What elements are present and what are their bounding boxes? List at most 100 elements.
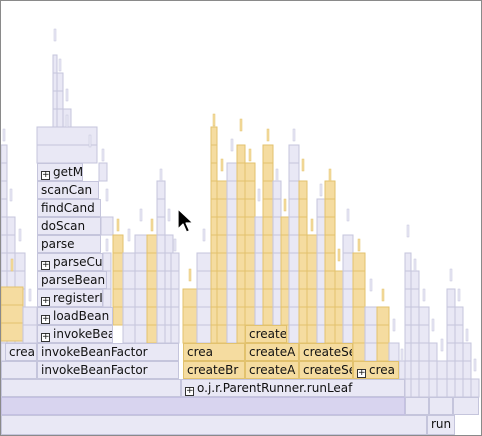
flame-spike-frame[interactable] bbox=[210, 144, 218, 164]
flame-spike-frame[interactable] bbox=[298, 252, 308, 272]
flame-spike-frame[interactable] bbox=[352, 252, 366, 272]
flame-spike-frame[interactable] bbox=[436, 378, 448, 398]
flame-spike-frame[interactable] bbox=[404, 288, 412, 308]
flame-frame-invoke-factory[interactable]: invokeBeanFactor bbox=[37, 361, 179, 379]
flame-spike-frame[interactable] bbox=[236, 270, 246, 290]
flame-spike-frame[interactable] bbox=[262, 216, 274, 236]
flame-spike-frame[interactable] bbox=[388, 342, 400, 362]
plus-box-icon[interactable]: + bbox=[41, 260, 50, 270]
flame-spike-frame[interactable] bbox=[156, 216, 166, 236]
flame-spike-frame[interactable] bbox=[352, 324, 366, 344]
flame-frame[interactable] bbox=[405, 397, 429, 415]
flame-spike-frame[interactable] bbox=[52, 54, 58, 74]
flame-spike-frame[interactable] bbox=[364, 324, 378, 344]
flame-spike-frame[interactable] bbox=[226, 234, 238, 254]
flame-spike-frame[interactable] bbox=[280, 216, 290, 236]
flame-spike-frame[interactable] bbox=[134, 270, 148, 290]
flame-spike-frame[interactable] bbox=[216, 288, 228, 308]
plus-box-icon[interactable]: + bbox=[41, 314, 50, 324]
flame-spike-frame[interactable] bbox=[146, 270, 158, 290]
flame-spike-frame[interactable] bbox=[122, 270, 136, 290]
flame-spike-frame[interactable] bbox=[112, 234, 124, 254]
flame-spike-frame[interactable] bbox=[1, 234, 8, 254]
flame-spike-frame[interactable] bbox=[272, 270, 282, 290]
flame-spike-frame[interactable] bbox=[364, 342, 378, 362]
flame-spike-frame[interactable] bbox=[316, 306, 326, 326]
flame-spike-frame[interactable] bbox=[196, 288, 212, 308]
flame-spike-frame[interactable] bbox=[1, 270, 8, 290]
flame-spike-frame[interactable] bbox=[236, 288, 246, 308]
flame-spike-frame[interactable] bbox=[262, 288, 274, 308]
flame-spike-frame[interactable] bbox=[342, 324, 354, 344]
flame-spike-frame[interactable] bbox=[196, 324, 212, 344]
flame-spike-frame[interactable] bbox=[122, 288, 136, 308]
flame-spike-frame[interactable] bbox=[122, 252, 136, 272]
flame-frame-create-a[interactable]: createA bbox=[245, 343, 299, 361]
flame-spike-frame[interactable] bbox=[134, 252, 148, 272]
flame-spike-frame[interactable] bbox=[306, 252, 318, 272]
flame-spike-frame[interactable] bbox=[1, 162, 8, 182]
flame-spike-frame[interactable] bbox=[236, 162, 246, 182]
flame-spike-frame[interactable] bbox=[1, 180, 8, 200]
flame-spike-frame[interactable] bbox=[134, 306, 148, 326]
flame-spike-frame[interactable] bbox=[298, 216, 308, 236]
flame-spike-frame[interactable] bbox=[226, 198, 238, 218]
flame-spike-frame[interactable] bbox=[462, 360, 472, 380]
plus-box-icon[interactable]: + bbox=[41, 170, 50, 180]
flame-spike-frame[interactable] bbox=[156, 234, 166, 254]
flame-spike-frame[interactable] bbox=[196, 306, 212, 326]
flame-spike-frame[interactable] bbox=[376, 342, 390, 362]
flame-spike-frame[interactable] bbox=[288, 216, 300, 236]
flame-spike-frame[interactable] bbox=[216, 306, 228, 326]
flame-spike-frame[interactable] bbox=[244, 270, 256, 290]
flame-spike-frame[interactable] bbox=[288, 306, 300, 326]
flame-spike-frame[interactable] bbox=[428, 378, 438, 398]
flame-spike-frame[interactable] bbox=[146, 306, 158, 326]
flame-spike-frame[interactable] bbox=[56, 90, 64, 110]
flame-spike-frame[interactable] bbox=[324, 324, 336, 344]
flame-frame-crea[interactable]: crea bbox=[5, 343, 37, 361]
flame-spike-frame[interactable] bbox=[280, 252, 290, 272]
flame-spike-frame[interactable] bbox=[288, 234, 300, 254]
flame-spike-frame[interactable] bbox=[210, 288, 218, 308]
flame-spike-frame[interactable] bbox=[236, 306, 246, 326]
flame-spike-frame[interactable] bbox=[428, 360, 438, 380]
flame-frame[interactable] bbox=[453, 397, 479, 415]
flame-spike-frame[interactable] bbox=[226, 306, 238, 326]
flame-spike-frame[interactable] bbox=[410, 306, 420, 326]
flame-spike-frame[interactable] bbox=[410, 270, 420, 290]
flame-spike-frame[interactable] bbox=[404, 378, 412, 398]
flame-spike-frame[interactable] bbox=[454, 306, 464, 326]
flame-spike-frame[interactable] bbox=[470, 378, 480, 398]
flame-spike-frame[interactable] bbox=[6, 270, 16, 290]
flame-frame-invoke-factory[interactable]: invokeBeanFactor bbox=[37, 343, 179, 361]
flame-spike-frame[interactable] bbox=[210, 252, 218, 272]
flame-spike-frame[interactable] bbox=[376, 306, 390, 326]
flame-spike-frame[interactable] bbox=[236, 198, 246, 218]
flame-frame-get[interactable]: + getM bbox=[37, 163, 83, 181]
flame-spike-frame[interactable] bbox=[226, 216, 238, 236]
flame-spike-frame[interactable] bbox=[316, 324, 326, 344]
flame-spike-frame[interactable] bbox=[398, 360, 406, 380]
flame-frame[interactable] bbox=[1, 361, 37, 379]
flame-spike-frame[interactable] bbox=[342, 234, 354, 254]
flame-spike-frame[interactable] bbox=[316, 198, 326, 218]
flame-spike-frame[interactable] bbox=[446, 306, 456, 326]
flame-spike-frame[interactable] bbox=[14, 252, 26, 272]
flame-spike-frame[interactable] bbox=[418, 324, 430, 344]
flame-spike-frame[interactable] bbox=[262, 198, 274, 218]
flame-spike-frame[interactable] bbox=[100, 216, 114, 236]
flame-spike-frame[interactable] bbox=[316, 234, 326, 254]
flame-spike-frame[interactable] bbox=[170, 324, 180, 344]
flame-spike-frame[interactable] bbox=[306, 306, 318, 326]
flame-spike-frame[interactable] bbox=[446, 378, 456, 398]
flame-spike-frame[interactable] bbox=[182, 324, 198, 344]
flame-spike-frame[interactable] bbox=[226, 252, 238, 272]
flame-spike-frame[interactable] bbox=[134, 288, 148, 308]
flame-spike-frame[interactable] bbox=[196, 270, 212, 290]
flame-frame-scan-can[interactable]: scanCan bbox=[37, 181, 99, 199]
flame-spike-frame[interactable] bbox=[298, 288, 308, 308]
plus-box-icon[interactable]: + bbox=[41, 332, 50, 342]
flame-frame[interactable] bbox=[429, 397, 453, 415]
flame-spike-frame[interactable] bbox=[418, 306, 430, 326]
